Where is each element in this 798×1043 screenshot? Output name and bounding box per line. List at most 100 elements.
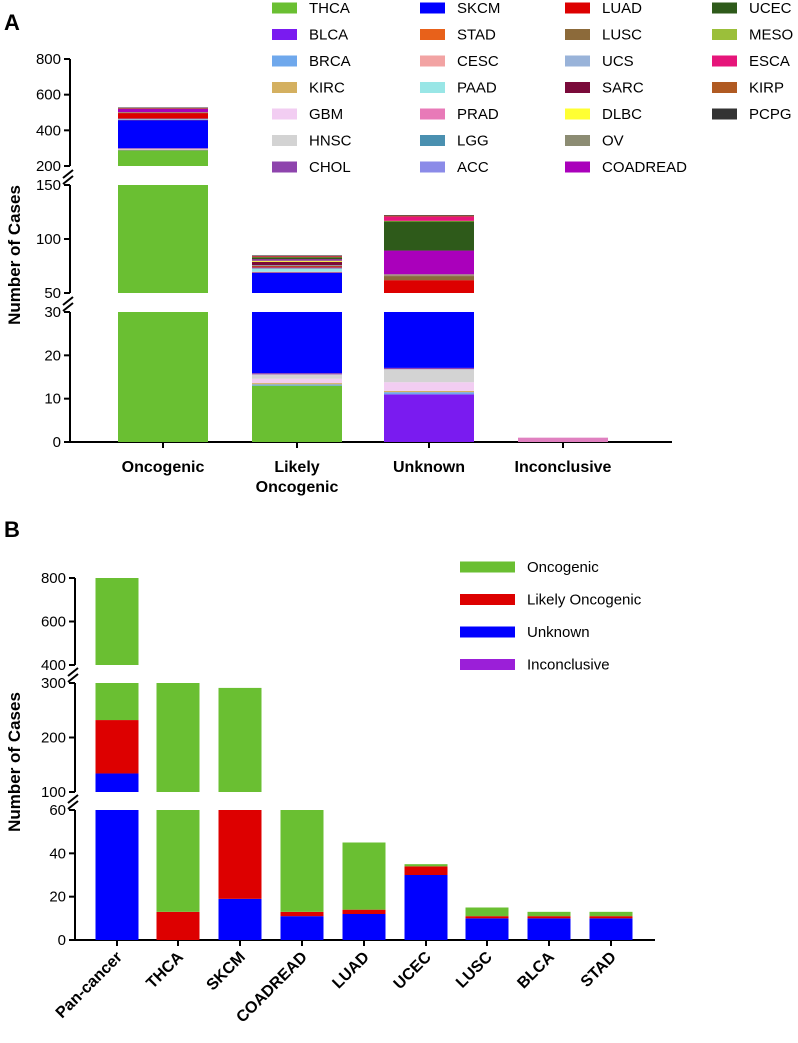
legend-label-cesc: CESC [457,53,499,70]
legend-swatch-paad [420,82,445,93]
bar-likely-oncogenic-acc [252,267,342,269]
legend-swatch-sarc [565,82,590,93]
legend-swatch-kirp [712,82,737,93]
bar-inconclusive-inconclusive [518,437,608,442]
legend-label-pcpg: PCPG [749,106,792,123]
axis-break-mark [62,296,74,306]
bar-skcm-likely-oncogenic [218,810,262,899]
bar-likely-oncogenic-ucs [252,265,342,266]
bar-thca-oncogenic [156,810,200,912]
legend-swatch-prad [420,108,445,120]
legend-swatch-cesc [420,55,445,67]
legend-label-lgg: LGG [457,133,489,150]
y-tick-label: 600 [36,87,61,104]
bar-oncogenic-kirc [118,149,208,151]
bar-stad-oncogenic [589,911,633,917]
legend-swatch-ucs [565,55,590,67]
bar-likely-oncogenic-pcpg [252,255,342,257]
axis-break-mark [67,794,79,804]
y-tick-label: 50 [44,285,61,302]
legend-swatch-thca [272,2,297,14]
bar-likely-oncogenic-brca [252,384,342,386]
legend-swatch-chol [272,161,297,173]
bar-likely-oncogenic-cesc [252,271,342,273]
bar-unknown-esca [384,216,474,221]
y-axis-label: Number of Cases [5,692,24,832]
legend-swatch-unknown [460,626,515,638]
bar-luad-unknown [342,914,386,940]
bar-oncogenic-pcpg [118,107,208,109]
x-tick-label-likely-oncogenic: Oncogenic [256,479,339,496]
bar-blca-oncogenic [527,911,571,917]
y-tick-label: 100 [36,231,61,248]
bar-likely-oncogenic-luad [252,266,342,268]
bar-likely-oncogenic-thca [252,385,342,442]
x-tick-label-oncogenic: Oncogenic [122,459,205,476]
y-tick-label: 400 [41,657,66,674]
y-tick-label: 150 [36,177,61,194]
legend-label-unknown: Unknown [527,624,590,641]
bar-oncogenic-thca [118,149,208,166]
legend-label-sarc: SARC [602,80,644,97]
bar-skcm-oncogenic [218,687,262,792]
legend-label-ucs: UCS [602,53,634,70]
bar-lusc-likely-oncogenic [465,916,509,919]
bar-ucec-unknown [404,875,448,940]
bar-blca-unknown [527,918,571,940]
bar-lusc-oncogenic [465,907,509,917]
legend-label-ov: OV [602,133,624,150]
bar-unknown-coadread [384,250,474,275]
legend-label-lusc: LUSC [602,27,642,44]
legend-label-thca: THCA [309,0,350,17]
legend-label-likely-oncogenic: Likely Oncogenic [527,592,642,609]
bar-likely-oncogenic-lgg [252,267,342,269]
legend-swatch-inconclusive [460,659,515,670]
bar-stad-likely-oncogenic [589,916,633,919]
legend-label-skcm: SKCM [457,0,500,17]
bar-coadread-oncogenic [280,810,324,912]
axis-break-mark [62,175,74,185]
legend-swatch-pcpg [712,108,737,120]
x-tick-label-blca: BLCA [514,948,558,992]
y-tick-label: 100 [41,784,66,801]
bar-unknown-sarc [384,274,474,276]
bar-oncogenic-gbm [118,148,208,150]
y-tick-label: 200 [36,158,61,175]
legend-swatch-gbm [272,108,297,120]
legend-label-ucec: UCEC [749,0,792,17]
y-tick-label: 800 [41,570,66,587]
legend-label-inconclusive: Inconclusive [527,657,610,674]
bar-likely-oncogenic-skcm [252,272,342,293]
bar-coadread-likely-oncogenic [280,911,324,917]
y-tick-label: 20 [49,889,66,906]
bar-unknown-ucs [384,275,474,277]
legend-swatch-brca [272,55,297,67]
bar-oncogenic-acc [118,118,208,120]
legend-swatch-lgg [420,135,445,146]
bar-oncogenic-thca [118,185,208,293]
panel-label-b: B [4,517,20,542]
legend-label-kirp: KIRP [749,80,784,97]
bar-likely-oncogenic-skcm [252,312,342,374]
bar-unknown-kirc [384,390,474,393]
bar-unknown-blca [384,394,474,442]
y-axis-label: Number of Cases [5,185,24,325]
legend-label-blca: BLCA [309,27,348,44]
legend-label-kirc: KIRC [309,80,345,97]
legend-label-coadread: COADREAD [602,159,687,176]
bar-pan-cancer-likely-oncogenic [95,720,139,774]
chart-a: Number of Cases 0 10 20 30 50 100 150 200 400 600 8… [5,0,793,496]
bar-unknown-luad [384,280,474,293]
legend-swatch-coadread [565,161,590,173]
axis-break-mark [62,169,74,179]
x-tick-label-unknown: Unknown [393,459,465,476]
legend-label-esca: ESCA [749,53,790,70]
bar-unknown-dlbc [384,274,474,276]
bar-pan-cancer-unknown [95,810,139,940]
bar-likely-oncogenic-dlbc [252,260,342,262]
bar-ucec-likely-oncogenic [404,866,448,875]
legend-label-chol: CHOL [309,159,351,176]
legend-swatch-lusc [565,29,590,40]
x-tick-label-inconclusive: Inconclusive [515,459,612,476]
